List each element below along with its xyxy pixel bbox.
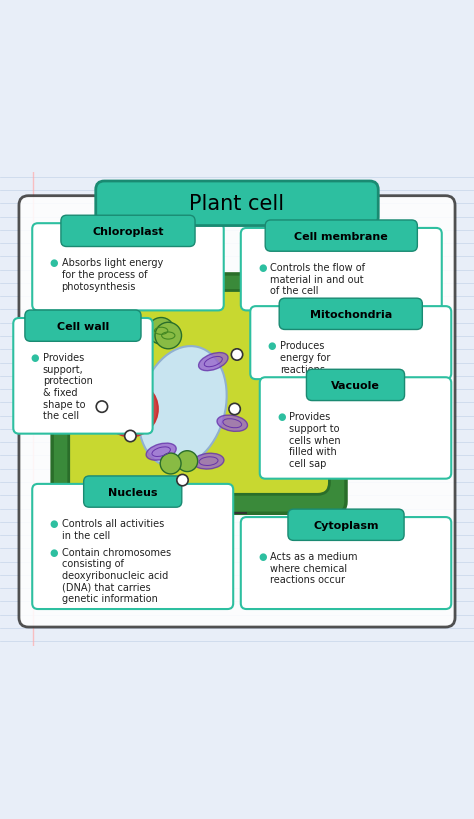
Text: Cell wall: Cell wall (57, 321, 109, 331)
Text: ●: ● (277, 412, 286, 422)
Text: Chloroplast: Chloroplast (92, 227, 164, 237)
Ellipse shape (115, 377, 151, 405)
Circle shape (160, 454, 181, 474)
Text: ●: ● (31, 353, 39, 363)
Text: Mitochondria: Mitochondria (310, 310, 392, 319)
Circle shape (177, 451, 198, 472)
Text: Acts as a medium
where chemical
reactions occur: Acts as a medium where chemical reaction… (270, 552, 358, 585)
FancyBboxPatch shape (241, 518, 451, 609)
Text: ●: ● (50, 258, 58, 268)
Circle shape (177, 475, 188, 486)
FancyBboxPatch shape (32, 484, 233, 609)
Circle shape (125, 431, 136, 442)
Text: Produces
energy for
reactions: Produces energy for reactions (280, 341, 330, 374)
Text: Provides
support,
protection
& fixed
shape to
the cell: Provides support, protection & fixed sha… (43, 353, 92, 421)
Ellipse shape (217, 415, 247, 432)
Circle shape (148, 318, 174, 345)
Text: ●: ● (50, 518, 58, 528)
Ellipse shape (199, 353, 228, 371)
Ellipse shape (193, 454, 224, 469)
Text: Controls the flow of
material in and out
of the cell: Controls the flow of material in and out… (270, 263, 365, 296)
FancyBboxPatch shape (25, 310, 141, 342)
FancyBboxPatch shape (32, 224, 224, 311)
Text: Provides
support to
cells when
filled with
cell sap: Provides support to cells when filled wi… (289, 412, 341, 468)
Ellipse shape (138, 346, 227, 468)
FancyBboxPatch shape (265, 220, 417, 252)
FancyBboxPatch shape (96, 182, 378, 226)
Text: ●: ● (258, 263, 267, 273)
FancyBboxPatch shape (250, 307, 451, 380)
FancyBboxPatch shape (241, 229, 442, 311)
Text: ●: ● (50, 547, 58, 557)
FancyBboxPatch shape (306, 370, 404, 401)
Circle shape (120, 399, 141, 420)
FancyBboxPatch shape (84, 477, 182, 508)
Circle shape (231, 350, 243, 360)
Text: ●: ● (268, 341, 276, 351)
FancyBboxPatch shape (69, 291, 329, 495)
FancyBboxPatch shape (13, 319, 153, 434)
Text: Absorbs light energy
for the process of
photosynthesis: Absorbs light energy for the process of … (62, 258, 163, 292)
Text: Plant cell: Plant cell (190, 194, 284, 214)
Text: Vacuole: Vacuole (331, 381, 380, 391)
Circle shape (229, 404, 240, 415)
Text: Cytoplasm: Cytoplasm (313, 520, 379, 530)
FancyBboxPatch shape (279, 299, 422, 330)
FancyBboxPatch shape (19, 197, 455, 627)
Ellipse shape (105, 367, 137, 400)
Circle shape (103, 382, 158, 437)
FancyBboxPatch shape (288, 509, 404, 541)
FancyBboxPatch shape (61, 216, 195, 247)
FancyBboxPatch shape (52, 274, 346, 514)
Text: Contain chromosomes
consisting of
deoxyribonucleic acid
(DNA) that carries
genet: Contain chromosomes consisting of deoxyr… (62, 547, 171, 604)
Ellipse shape (146, 444, 176, 460)
Text: Controls all activities
in the cell: Controls all activities in the cell (62, 518, 164, 540)
Circle shape (96, 401, 108, 413)
Text: Cell membrane: Cell membrane (294, 231, 388, 242)
Circle shape (155, 323, 182, 350)
Text: ●: ● (258, 552, 267, 562)
Ellipse shape (108, 382, 138, 417)
Text: Nucleus: Nucleus (108, 487, 157, 497)
FancyBboxPatch shape (260, 378, 451, 479)
